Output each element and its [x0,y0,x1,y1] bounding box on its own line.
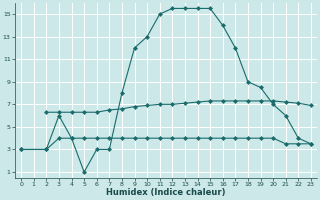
X-axis label: Humidex (Indice chaleur): Humidex (Indice chaleur) [106,188,226,197]
